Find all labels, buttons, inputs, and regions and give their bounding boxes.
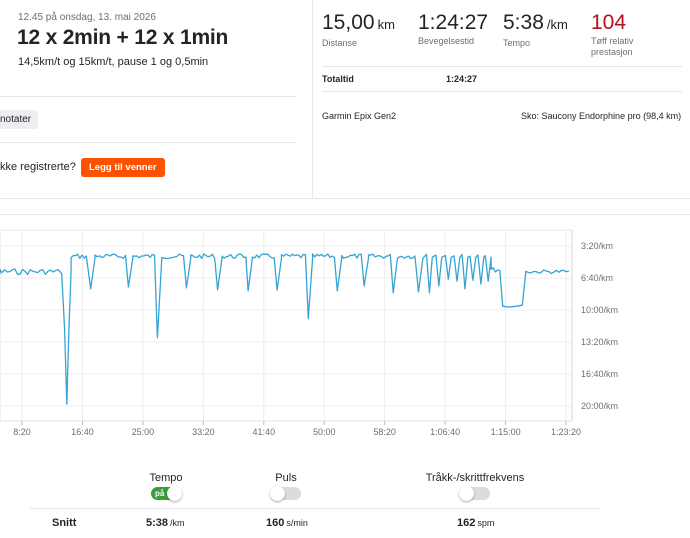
toggle-knob: [459, 486, 474, 501]
chart-grid: [0, 229, 573, 422]
x-tick-label: 1:23:20: [551, 427, 581, 437]
stat-label: Tempo: [503, 38, 531, 48]
y-tick-label: 6:40/km: [581, 273, 613, 283]
puls-toggle[interactable]: [270, 486, 301, 501]
shoe-info[interactable]: Sko: Saucony Endorphine pro (98,4 km): [521, 111, 682, 121]
cadence-toggle-group: Tråkk-/skrittfrekvens: [410, 472, 540, 505]
stat-label: Tøff relativ prestasjon: [591, 36, 634, 57]
activity-title[interactable]: 12 x 2min + 12 x 1min: [17, 26, 229, 49]
stat-unit: km: [377, 17, 395, 32]
add-friends-button[interactable]: Legg til venner: [81, 158, 165, 177]
vertical-divider: [312, 0, 313, 198]
x-tick-label: 1:06:40: [430, 427, 460, 437]
divider: [30, 508, 600, 509]
puls-toggle-group: Puls: [262, 472, 310, 505]
y-axis: 3:20/km 6:40/km 10:00/km 13:20/km 16:40/km 20…: [571, 230, 618, 421]
x-tick-label: 25:00: [132, 427, 155, 437]
x-tick-label: 16:40: [71, 427, 94, 437]
toggle-on-text: på: [155, 489, 165, 498]
average-cadence: 162 spm: [457, 517, 495, 529]
average-pace: 5:38/km: [146, 517, 185, 529]
device-name: Garmin Epix Gen2: [322, 111, 397, 121]
activity-description: 14,5km/t og 15km/t, pause 1 og 0,5min: [18, 56, 209, 68]
tempo-toggle-label: Tempo: [149, 472, 183, 484]
y-tick-label: 13:20/km: [581, 337, 618, 347]
x-tick-label: 8:20: [13, 427, 31, 437]
y-tick-label: 10:00/km: [581, 305, 618, 315]
toggle-knob: [167, 486, 182, 501]
stat-unit: /km: [546, 17, 568, 32]
stat-moving-time: 1:24:27 Bevegelsestid: [418, 10, 488, 47]
x-tick-label: 41:40: [253, 427, 276, 437]
total-time-value: 1:24:27: [446, 74, 478, 84]
notes-button[interactable]: notater: [0, 110, 39, 129]
divider: [0, 198, 690, 199]
toggle-knob: [270, 486, 285, 501]
puls-toggle-label: Puls: [275, 472, 297, 484]
divider: [0, 142, 297, 143]
x-tick-label: 1:15:00: [491, 427, 521, 437]
pace-chart[interactable]: 3:20/km 6:40/km 10:00/km 13:20/km 16:40/km 20…: [0, 225, 690, 445]
divider: [322, 66, 682, 67]
x-axis: 8:20 16:40 25:00 33:20 41:40 50:00 58:20 1:06:4…: [13, 421, 581, 437]
stat-value: 5:38: [503, 11, 544, 34]
average-heartrate: 160 s/min: [266, 517, 308, 529]
pace-series-line: [0, 253, 570, 405]
x-tick-label: 33:20: [192, 427, 215, 437]
stat-distance: 15,00 km Distanse: [322, 10, 395, 49]
average-label: Snitt: [52, 517, 77, 529]
divider: [322, 91, 682, 92]
unregistered-question: kke registrerte?: [0, 161, 76, 173]
tempo-toggle-group: Tempo på: [142, 472, 190, 505]
x-tick-label: 58:20: [373, 427, 396, 437]
divider: [0, 96, 297, 97]
divider: [0, 214, 690, 215]
stat-label: Distanse: [322, 38, 358, 48]
x-tick-label: 50:00: [313, 427, 336, 437]
y-tick-label: 3:20/km: [581, 241, 613, 251]
stat-label: Bevegelsestid: [418, 36, 475, 46]
stat-relative-effort[interactable]: 104 Tøff relativ prestasjon: [591, 10, 653, 58]
total-time-label: Totaltid: [322, 74, 354, 84]
cadence-toggle-label: Tråkk-/skrittfrekvens: [425, 472, 525, 484]
stat-value: 104: [591, 11, 627, 34]
cadence-toggle[interactable]: [459, 486, 490, 501]
stat-value: 1:24:27: [418, 11, 489, 34]
activity-date: 12.45 på onsdag, 13. mai 2026: [18, 12, 156, 23]
y-tick-label: 16:40/km: [581, 369, 618, 379]
stat-pace: 5:38/km Tempo: [503, 10, 568, 49]
y-tick-label: 20:00/km: [581, 401, 618, 411]
tempo-toggle[interactable]: på: [151, 486, 182, 501]
stat-value: 15,00: [322, 11, 375, 34]
